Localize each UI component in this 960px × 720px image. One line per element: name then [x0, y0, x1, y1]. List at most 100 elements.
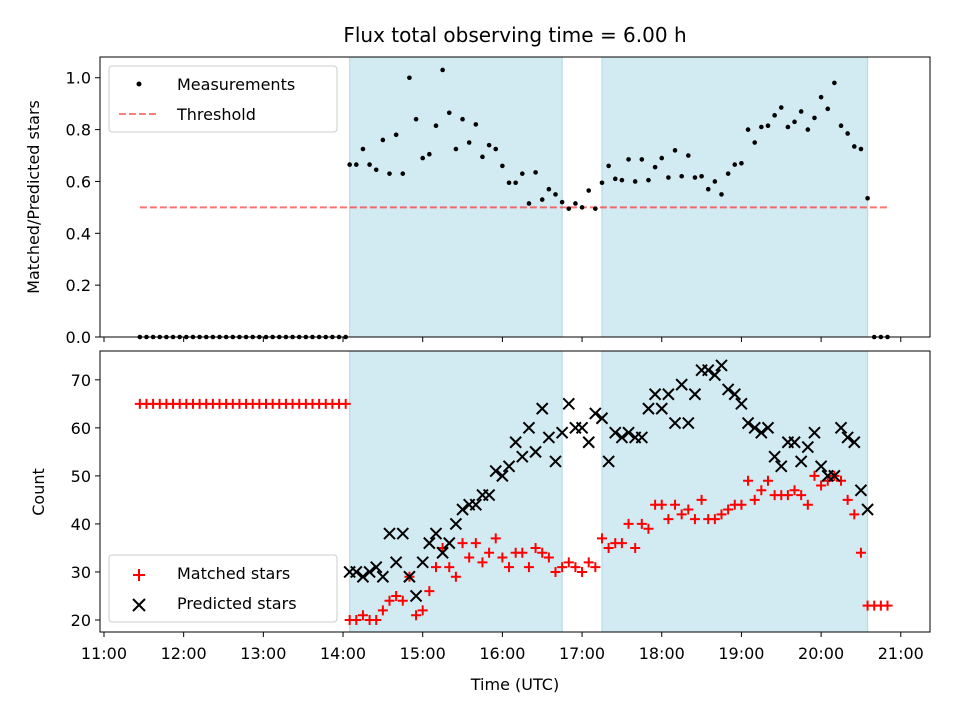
matched-star-point — [397, 595, 408, 606]
matched-star-point — [709, 514, 720, 525]
measurement-point — [652, 164, 658, 170]
x-tick-label: 21:00 — [878, 644, 924, 663]
matched-star-point — [590, 562, 601, 573]
predicted-star-point — [861, 503, 874, 516]
matched-star-point — [716, 509, 727, 520]
measurement-point — [433, 123, 439, 129]
matched-star-point — [636, 518, 647, 529]
predicted-star-point — [555, 426, 569, 439]
predicted-star-point — [615, 431, 629, 444]
measurement-point — [599, 180, 605, 186]
matched-star-point — [391, 590, 402, 601]
predicted-star-point — [708, 368, 722, 382]
predicted-star-point — [741, 416, 755, 430]
x-tick-label: 14:00 — [320, 644, 366, 663]
measurement-point — [420, 155, 426, 161]
matched-star-point — [842, 494, 853, 505]
measurement-point — [446, 110, 452, 116]
predicted-star-point — [403, 570, 416, 583]
matched-star-point — [570, 562, 581, 573]
measurement-point — [646, 177, 651, 183]
predicted-star-point — [775, 460, 788, 473]
measurement-point — [838, 123, 844, 129]
predicted-star-point — [542, 431, 556, 444]
matched-star-point — [656, 499, 667, 510]
matched-star-point — [557, 562, 568, 573]
predicted-star-point — [675, 378, 688, 391]
predicted-star-point — [350, 565, 363, 579]
predicted-star-point — [449, 517, 463, 531]
matched-star-point — [882, 600, 893, 611]
measurement-point — [486, 142, 492, 148]
matched-star-point — [357, 610, 368, 621]
predicted-star-point — [562, 397, 575, 411]
predicted-star-point — [396, 527, 409, 540]
measurement-point — [772, 113, 777, 118]
matched-star-point — [816, 480, 827, 491]
top-x-ticks — [103, 337, 902, 342]
matched-star-point — [543, 552, 554, 563]
measurement-point — [553, 192, 558, 197]
predicted-star-point — [721, 383, 735, 396]
matched-star-point — [670, 499, 681, 510]
y-tick-label: 1.0 — [66, 69, 91, 88]
measurement-point — [606, 163, 611, 169]
predicted-star-point — [423, 536, 436, 550]
predicted-star-point — [536, 402, 549, 415]
y-tick-label: 0.6 — [66, 172, 91, 191]
matched-star-point — [723, 504, 734, 515]
matched-star-point — [340, 398, 351, 409]
measurement-point — [759, 124, 764, 130]
predicted-star-point — [728, 388, 741, 401]
matched-star-point — [523, 562, 534, 573]
x-tick-label: 16:00 — [479, 644, 525, 663]
measurement-point — [559, 199, 565, 205]
measurement-point — [686, 153, 691, 158]
matched-star-point — [577, 566, 588, 577]
predicted-star-point — [595, 412, 609, 425]
measurement-point — [725, 171, 731, 176]
bottom-axes-frame — [99, 350, 931, 633]
matched-star-point — [736, 499, 747, 510]
predicted-star-point — [635, 431, 649, 444]
measurement-point — [354, 162, 359, 167]
bottom-y-axis-label: Count — [29, 468, 48, 516]
matched-star-point — [371, 614, 382, 625]
x-tick-label: 13:00 — [240, 644, 286, 663]
predicted-star-point — [848, 436, 861, 449]
measurement-point — [407, 75, 412, 81]
predicted-star-point — [655, 402, 668, 415]
predicted-star-point — [715, 359, 728, 372]
predicted-star-point — [522, 421, 536, 435]
matched-star-point — [689, 514, 700, 525]
predicted-star-point — [429, 527, 443, 540]
measurement-point — [619, 177, 625, 183]
matched-star-point — [836, 475, 847, 486]
measurement-point — [539, 197, 545, 202]
predicted-star-point — [735, 397, 748, 411]
matched-star-point — [384, 595, 395, 606]
predicted-star-point — [648, 388, 662, 401]
matched-star-point — [484, 547, 495, 558]
predicted-star-point — [383, 527, 396, 540]
predicted-star-point — [642, 402, 655, 415]
matched-star-point — [782, 490, 793, 501]
matched-star-point — [616, 538, 627, 549]
measurement-point — [453, 146, 459, 152]
matched-star-point — [424, 586, 435, 597]
measurements-legend-marker — [136, 81, 142, 87]
predicted-star-point — [549, 455, 562, 468]
matched-star-point — [583, 557, 594, 568]
measurement-point — [739, 160, 744, 166]
matched-star-point — [444, 562, 455, 573]
measurement-point — [812, 115, 817, 121]
y-tick-label: 40 — [71, 515, 91, 534]
measurement-point — [798, 109, 804, 114]
matched-star-point — [756, 485, 767, 496]
measurement-point — [360, 146, 366, 152]
predicted-star-point — [662, 388, 675, 401]
matched-star-point — [517, 547, 528, 558]
bottom-shaded-intervals — [349, 350, 869, 633]
matched-star-point — [630, 542, 641, 553]
